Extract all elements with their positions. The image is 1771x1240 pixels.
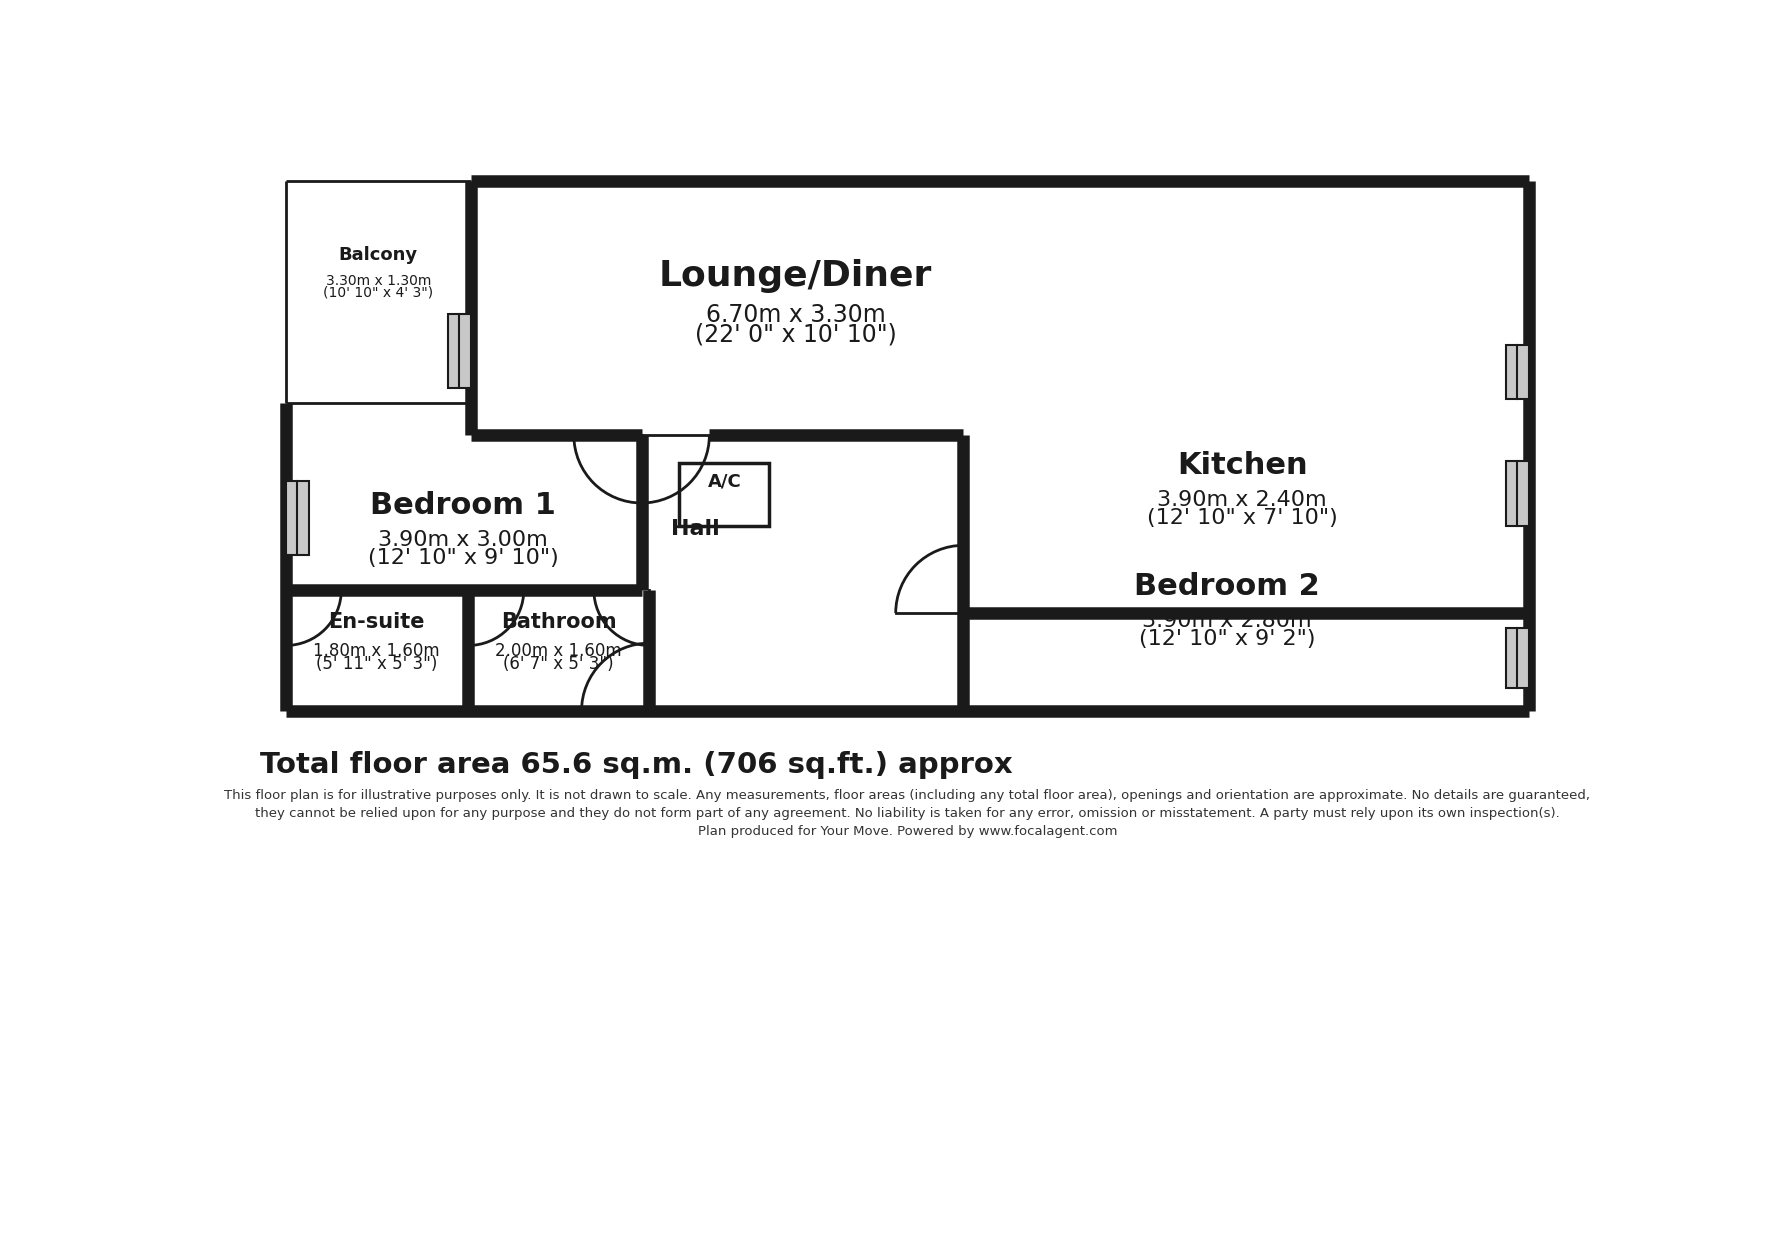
- Text: Total floor area 65.6 sq.m. (706 sq.ft.) approx: Total floor area 65.6 sq.m. (706 sq.ft.)…: [260, 751, 1013, 779]
- Text: Kitchen: Kitchen: [1178, 451, 1307, 480]
- Bar: [678, 463, 769, 526]
- Text: (12' 10" x 7' 10"): (12' 10" x 7' 10"): [1148, 508, 1337, 528]
- Text: Bathroom: Bathroom: [501, 611, 616, 631]
- Text: (10' 10" x 4' 3"): (10' 10" x 4' 3"): [322, 286, 434, 300]
- Bar: [1507, 627, 1528, 688]
- Text: Bedroom 2: Bedroom 2: [1133, 572, 1319, 601]
- Bar: [448, 315, 471, 387]
- Text: 3.90m x 2.40m: 3.90m x 2.40m: [1158, 490, 1326, 510]
- Text: A/C: A/C: [708, 472, 742, 491]
- Text: En-suite: En-suite: [328, 611, 425, 631]
- Text: Balcony: Balcony: [338, 247, 418, 264]
- Text: (12' 10" x 9' 10"): (12' 10" x 9' 10"): [368, 548, 558, 568]
- Text: (5' 11" x 5' 3"): (5' 11" x 5' 3"): [315, 656, 437, 673]
- Text: Hall: Hall: [671, 520, 719, 539]
- Text: 6.70m x 3.30m: 6.70m x 3.30m: [705, 303, 886, 327]
- Text: Plan produced for Your Move. Powered by www.focalagent.com: Plan produced for Your Move. Powered by …: [698, 825, 1118, 838]
- Text: 3.90m x 2.80m: 3.90m x 2.80m: [1142, 611, 1312, 631]
- Text: 3.30m x 1.30m: 3.30m x 1.30m: [326, 274, 430, 289]
- Text: they cannot be relied upon for any purpose and they do not form part of any agre: they cannot be relied upon for any purpo…: [255, 807, 1560, 820]
- Text: 1.80m x 1.60m: 1.80m x 1.60m: [313, 641, 439, 660]
- Text: (12' 10" x 9' 2"): (12' 10" x 9' 2"): [1139, 629, 1316, 650]
- Text: 2.00m x 1.60m: 2.00m x 1.60m: [496, 641, 622, 660]
- Polygon shape: [285, 181, 471, 403]
- Text: Bedroom 1: Bedroom 1: [370, 491, 556, 520]
- Text: (22' 0" x 10' 10"): (22' 0" x 10' 10"): [694, 322, 896, 346]
- Text: This floor plan is for illustrative purposes only. It is not drawn to scale. Any: This floor plan is for illustrative purp…: [225, 790, 1590, 802]
- Text: (6' 7" x 5' 3"): (6' 7" x 5' 3"): [503, 656, 615, 673]
- Bar: [1507, 460, 1528, 526]
- Polygon shape: [285, 181, 1528, 711]
- Bar: [1507, 345, 1528, 399]
- Text: 3.90m x 3.00m: 3.90m x 3.00m: [377, 529, 547, 551]
- Text: Lounge/Diner: Lounge/Diner: [659, 259, 932, 293]
- Bar: [285, 481, 308, 556]
